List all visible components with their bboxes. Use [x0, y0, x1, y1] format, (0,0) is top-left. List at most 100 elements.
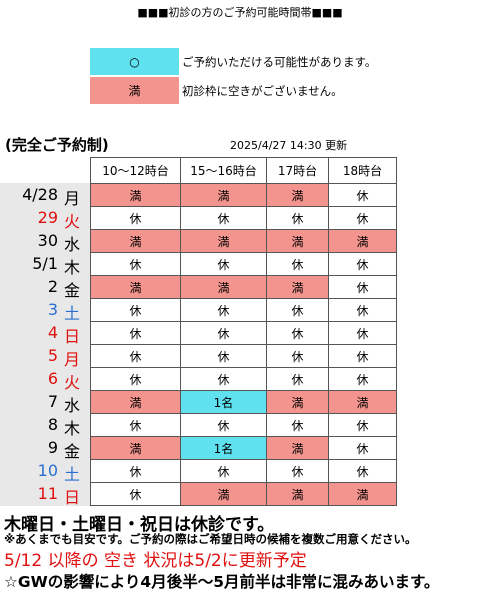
slot: 休: [328, 206, 397, 230]
column-header: 17時台: [266, 157, 329, 184]
slot: 満: [90, 275, 181, 299]
weekday: 土: [64, 465, 81, 484]
date: 9: [47, 438, 58, 457]
slot: 休: [180, 206, 267, 230]
slot: 休: [328, 252, 397, 276]
slot: 休: [328, 321, 397, 345]
weekday: 火: [64, 373, 81, 392]
slot: 満: [266, 229, 329, 253]
slot: 休: [90, 298, 181, 322]
date: 5/1: [32, 254, 58, 273]
update-note: 5/12 以降の 空き 状況は5/2に更新予定: [4, 551, 307, 571]
slot: 休: [90, 206, 181, 230]
updated: 2025/4/27 14:30 更新: [230, 139, 348, 152]
slot: 満: [180, 229, 267, 253]
date: 3: [47, 300, 58, 319]
slot: 満: [180, 482, 267, 506]
date: 4/28: [22, 185, 58, 204]
slot: 休: [90, 321, 181, 345]
date-bg: [0, 482, 90, 506]
slot: 満: [180, 275, 267, 299]
date: 8: [47, 415, 58, 434]
date: 10: [37, 461, 58, 480]
slot: 満: [266, 436, 329, 460]
slot: 満: [90, 436, 181, 460]
column-header: 18時台: [328, 157, 397, 184]
slot: 休: [266, 321, 329, 345]
date-bg: [0, 436, 90, 460]
date-bg: [0, 344, 90, 368]
date-bg: [0, 390, 90, 414]
slot: 休: [90, 367, 181, 391]
date: 2: [47, 277, 58, 296]
slot: 休: [266, 413, 329, 437]
slot: 休: [180, 344, 267, 368]
date: 4: [47, 323, 58, 342]
slot: 休: [328, 459, 397, 483]
date: 5: [47, 346, 58, 365]
slot: 満: [90, 390, 181, 414]
slot: 休: [180, 367, 267, 391]
legend-swatch: ○: [90, 48, 179, 75]
slot: 休: [90, 482, 181, 506]
slot: 休: [266, 252, 329, 276]
slot: 満: [328, 482, 397, 506]
date: 6: [47, 369, 58, 388]
date-bg: [0, 298, 90, 322]
date-bg: [0, 367, 90, 391]
date-bg: [0, 206, 90, 230]
slot: 休: [328, 183, 397, 207]
weekday: 月: [64, 350, 81, 369]
slot: 休: [180, 413, 267, 437]
weekday: 木: [64, 258, 81, 277]
date: 11: [37, 484, 58, 503]
legend-swatch: 満: [90, 77, 179, 104]
slot: 満: [180, 183, 267, 207]
slot: 休: [328, 344, 397, 368]
slot: 満: [328, 229, 397, 253]
date: 29: [37, 208, 58, 227]
date: 30: [37, 231, 58, 250]
slot: 1名: [180, 436, 267, 460]
weekday: 土: [64, 304, 81, 323]
date-bg: [0, 413, 90, 437]
date-bg: [0, 321, 90, 345]
slot: 満: [266, 482, 329, 506]
slot: 満: [266, 390, 329, 414]
weekday: 水: [64, 396, 81, 415]
slot: 休: [328, 298, 397, 322]
slot: 休: [90, 344, 181, 368]
column-header: 10～12時台: [90, 157, 181, 184]
slot: 休: [90, 252, 181, 276]
weekday: 日: [64, 488, 81, 507]
date-bg: [0, 183, 90, 207]
title: ■■■初診の方のご予約可能時間帯■■■: [137, 6, 343, 19]
slot: 休: [266, 298, 329, 322]
slot: 休: [328, 275, 397, 299]
date-bg: [0, 459, 90, 483]
gw-note: ☆GWの影響により4月後半～5月前半は非常に混みあいます。: [4, 573, 440, 591]
slot: 休: [90, 413, 181, 437]
weekday: 水: [64, 235, 81, 254]
date-bg: [0, 275, 90, 299]
slot: 満: [266, 183, 329, 207]
date-bg: [0, 229, 90, 253]
slot: 休: [266, 206, 329, 230]
legend-text: 初診枠に空きがございません。: [182, 84, 343, 98]
date: 7: [47, 392, 58, 411]
legend-text: ご予約いただける可能性があります。: [182, 55, 377, 69]
slot: 休: [90, 459, 181, 483]
slot: 休: [266, 367, 329, 391]
slot: 満: [328, 390, 397, 414]
column-header: 15～16時台: [180, 157, 267, 184]
slot: 休: [180, 252, 267, 276]
caution-note: ※あくまでも目安です。ご予約の際はご希望日時の候補を複数ご用意ください。: [4, 532, 417, 546]
slot: 休: [266, 459, 329, 483]
slot: 休: [328, 367, 397, 391]
weekday: 月: [64, 189, 81, 208]
weekday: 木: [64, 419, 81, 438]
weekday: 金: [64, 281, 81, 300]
slot: 休: [180, 298, 267, 322]
slot: 1名: [180, 390, 267, 414]
